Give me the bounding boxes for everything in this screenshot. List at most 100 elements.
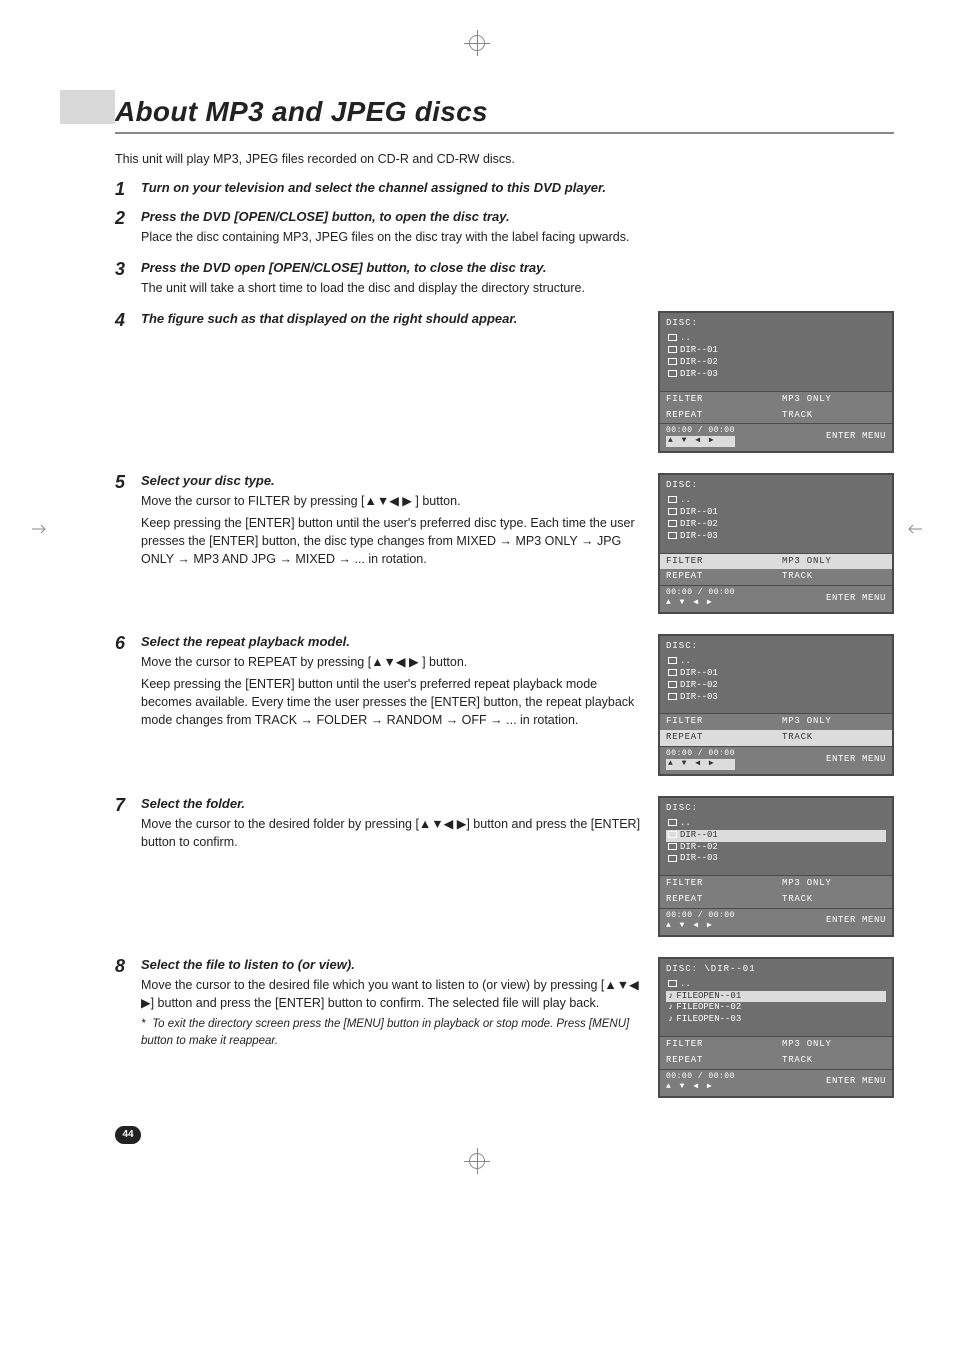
folder-icon	[668, 334, 677, 341]
step-title: Press the DVD [OPEN/CLOSE] button, to op…	[141, 209, 894, 224]
panel-arrows: ▲ ▼ ◀ ▶	[666, 436, 735, 447]
panel-repeat-value: TRACK	[776, 892, 892, 908]
step-desc: Keep pressing the [ENTER] button until t…	[141, 675, 644, 729]
panel-repeat-label: REPEAT	[660, 408, 776, 424]
panel-parent: ..	[666, 495, 886, 507]
panel-dir: DIR--01	[666, 345, 886, 357]
panel-disc-header: DISC:	[666, 319, 886, 329]
panel-dir-selected: DIR--01	[666, 830, 886, 842]
panel-time: 00:00 / 00:00	[666, 750, 735, 759]
step-title: Select the repeat playback model.	[141, 634, 644, 649]
step-desc: Keep pressing the [ENTER] button until t…	[141, 514, 644, 568]
step-desc: The unit will take a short time to load …	[141, 279, 894, 297]
step-number: 8	[115, 957, 131, 975]
panel-enter: ENTER MENU	[826, 594, 886, 604]
step-title: Select your disc type.	[141, 473, 644, 488]
panel-disc-header: DISC: \DIR--01	[666, 965, 886, 975]
step-desc: Move the cursor to REPEAT by pressing [▲…	[141, 653, 644, 671]
panel-filter-label: FILTER	[660, 876, 776, 892]
panel-time: 00:00 / 00:00	[666, 589, 735, 598]
panel-enter: ENTER MENU	[826, 1077, 886, 1087]
step-title: The figure such as that displayed on the…	[141, 311, 644, 326]
row-step-8: 8 Select the file to listen to (or view)…	[115, 957, 894, 1098]
step-title: Select the folder.	[141, 796, 644, 811]
panel-disc-header: DISC:	[666, 642, 886, 652]
folder-icon	[668, 669, 677, 676]
step-title: Press the DVD open [OPEN/CLOSE] button, …	[141, 260, 894, 275]
folder-icon	[668, 520, 677, 527]
step-number: 6	[115, 634, 131, 652]
panel-enter: ENTER MENU	[826, 916, 886, 926]
folder-icon	[668, 855, 677, 862]
crop-mark-top	[464, 30, 490, 56]
step-note: * To exit the directory screen press the…	[141, 1016, 644, 1049]
panel-dir: DIR--01	[666, 507, 886, 519]
row-step-6: 6 Select the repeat playback model. Move…	[115, 634, 894, 776]
step-number: 5	[115, 473, 131, 491]
step-5: 5 Select your disc type. Move the cursor…	[115, 473, 644, 573]
folder-icon	[668, 358, 677, 365]
panel-arrows: ▲ ▼ ◀ ▶	[666, 759, 735, 770]
folder-icon	[668, 496, 677, 503]
panel-repeat-value: TRACK	[776, 730, 892, 746]
title-wrap: About MP3 and JPEG discs	[115, 90, 894, 134]
panel-filter-label: FILTER	[660, 392, 776, 408]
panel-filter-value: MP3 ONLY	[776, 1037, 892, 1053]
page-number-badge: 44	[115, 1126, 141, 1144]
step-3: 3 Press the DVD open [OPEN/CLOSE] button…	[115, 260, 894, 301]
folder-icon	[668, 508, 677, 515]
panel-dir: DIR--03	[666, 692, 886, 704]
top-steps: 1 Turn on your television and select the…	[115, 180, 894, 301]
panel-dir: DIR--01	[666, 668, 886, 680]
panel-filter-value: MP3 ONLY	[776, 714, 892, 730]
step-number: 3	[115, 260, 131, 278]
margin-arrow-left	[30, 520, 48, 538]
asterisk-icon: *	[141, 1016, 149, 1033]
row-step-5: 5 Select your disc type. Move the cursor…	[115, 473, 894, 614]
panel-enter: ENTER MENU	[826, 432, 886, 442]
panel-repeat-label: REPEAT	[660, 730, 776, 746]
panel-step-6: DISC: .. DIR--01 DIR--02 DIR--03 FILTER …	[658, 634, 894, 776]
step-number: 1	[115, 180, 131, 198]
folder-icon	[668, 843, 677, 850]
page-title: About MP3 and JPEG discs	[115, 90, 894, 134]
panel-parent: ..	[666, 818, 886, 830]
title-grey-block	[60, 90, 115, 124]
step-number: 7	[115, 796, 131, 814]
panel-dir: DIR--02	[666, 357, 886, 369]
folder-icon	[668, 819, 677, 826]
crop-mark-bottom	[464, 1148, 490, 1174]
panel-enter: ENTER MENU	[826, 755, 886, 765]
panel-parent: ..	[666, 656, 886, 668]
panel-repeat-value: TRACK	[776, 569, 892, 585]
panel-arrows: ▲ ▼ ◀ ▶	[666, 921, 714, 930]
step-1: 1 Turn on your television and select the…	[115, 180, 894, 199]
panel-time: 00:00 / 00:00	[666, 912, 735, 921]
step-desc: Move the cursor to the desired folder by…	[141, 815, 644, 851]
panel-filter-value: MP3 ONLY	[776, 392, 892, 408]
intro-text: This unit will play MP3, JPEG files reco…	[115, 152, 894, 166]
margin-arrow-right	[906, 520, 924, 538]
panel-arrows: ▲ ▼ ◀ ▶	[666, 598, 714, 607]
panel-repeat-label: REPEAT	[660, 892, 776, 908]
step-desc: Move the cursor to FILTER by pressing [▲…	[141, 492, 644, 510]
panel-filter-value: MP3 ONLY	[776, 554, 892, 570]
panel-filter-label: FILTER	[660, 554, 776, 570]
folder-icon	[668, 831, 677, 838]
panel-dir: DIR--02	[666, 680, 886, 692]
step-4: 4 The figure such as that displayed on t…	[115, 311, 644, 330]
folder-icon	[668, 693, 677, 700]
panel-dir: DIR--02	[666, 842, 886, 854]
panel-parent: ..	[666, 333, 886, 345]
panel-step-7: DISC: .. DIR--01 DIR--02 DIR--03 FILTER …	[658, 796, 894, 937]
step-title: Select the file to listen to (or view).	[141, 957, 644, 972]
panel-filter-value: MP3 ONLY	[776, 876, 892, 892]
folder-icon	[668, 370, 677, 377]
step-desc: Place the disc containing MP3, JPEG file…	[141, 228, 894, 246]
step-8: 8 Select the file to listen to (or view)…	[115, 957, 644, 1050]
panel-parent: ..	[666, 979, 886, 991]
panel-repeat-label: REPEAT	[660, 569, 776, 585]
panel-dir: DIR--02	[666, 519, 886, 531]
panel-file-selected: FILEOPEN--01	[666, 991, 886, 1003]
panel-dir: DIR--03	[666, 369, 886, 381]
